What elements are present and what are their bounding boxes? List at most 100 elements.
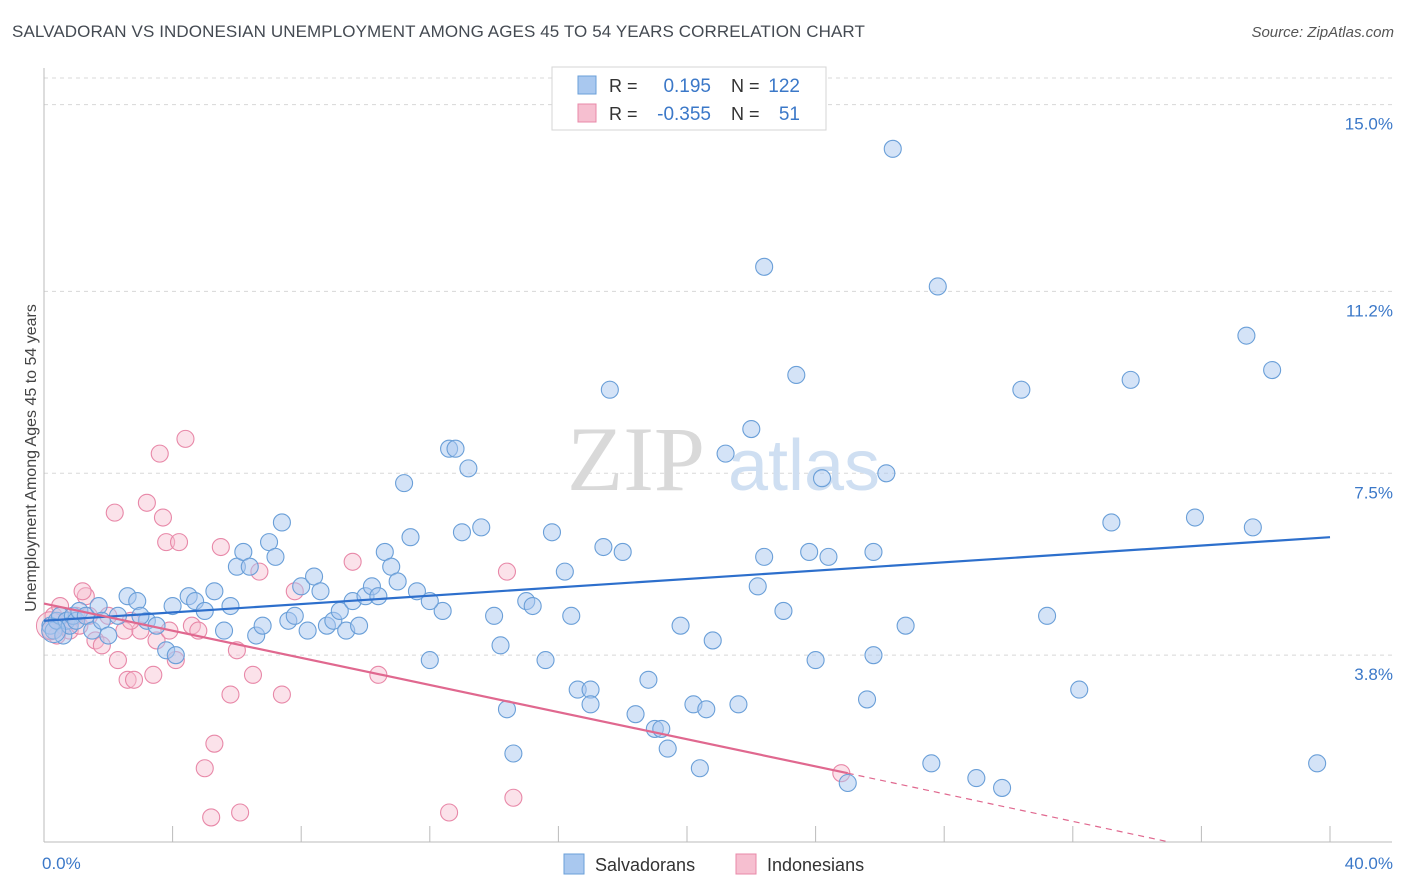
salvadorans-point <box>716 444 735 463</box>
salvadorans-point <box>298 621 317 640</box>
salvadorans-point <box>1070 680 1089 699</box>
indonesians-point <box>157 533 176 552</box>
x-tick-label: 0.0% <box>42 854 81 873</box>
legend-swatch-indonesians <box>577 103 597 123</box>
salvadorans-point <box>819 547 838 566</box>
indonesians-point <box>144 665 163 684</box>
salvadorans-point <box>542 523 562 542</box>
watermark-zip: ZIP <box>567 408 705 510</box>
indonesians-point <box>176 429 195 448</box>
y-tick-label: 7.5% <box>1354 483 1393 502</box>
salvadorans-point <box>896 616 915 635</box>
salvadorans-point <box>459 459 478 478</box>
salvadorans-point <box>253 616 272 635</box>
salvadorans-point <box>594 537 613 557</box>
salvadorans-point <box>491 636 510 655</box>
legend-n-value: 51 <box>779 104 800 125</box>
salvadorans-point <box>536 651 555 670</box>
indonesians-point <box>150 444 169 463</box>
salvadorans-point <box>600 380 619 399</box>
salvadorans-point <box>89 596 108 616</box>
watermark-atlas: atlas <box>728 426 880 506</box>
y-tick-label: 3.8% <box>1354 665 1393 684</box>
salvadorans-point <box>581 695 600 714</box>
bottom-legend-swatch-indonesians <box>735 853 757 875</box>
indonesians-point <box>205 734 224 753</box>
salvadorans-point <box>864 542 883 561</box>
indonesians-point <box>221 685 240 704</box>
indonesians-point <box>211 537 230 557</box>
salvadorans-point <box>877 464 896 483</box>
indonesians-point <box>440 803 459 822</box>
salvadorans-point <box>1121 370 1140 389</box>
salvadorans-point <box>240 557 259 576</box>
salvadorans-point <box>993 778 1012 797</box>
indonesians-point <box>343 552 362 571</box>
correlation-legend: R = 0.195 N = 122 R = -0.355 N = 51 <box>551 66 827 131</box>
salvadorans-point <box>690 759 709 778</box>
salvadorans-point <box>485 606 504 625</box>
chart-title: SALVADORAN VS INDONESIAN UNEMPLOYMENT AM… <box>12 22 865 41</box>
salvadorans-point <box>755 547 774 566</box>
salvadorans-point <box>285 606 304 625</box>
legend-n-label: N = <box>731 76 760 96</box>
bottom-legend-label-indonesians: Indonesians <box>767 855 864 875</box>
salvadorans-point <box>395 474 414 493</box>
salvadorans-point <box>703 631 722 650</box>
legend-r-label: R = <box>609 76 638 96</box>
salvadorans-point <box>128 592 147 611</box>
salvadorans-point <box>292 577 311 596</box>
salvadorans-point <box>1308 754 1327 773</box>
legend-box <box>551 66 827 131</box>
salvadorans-point <box>755 257 774 276</box>
indonesians-point <box>108 651 127 670</box>
source-label: Source: ZipAtlas.com <box>1251 24 1394 41</box>
salvadorans-point <box>99 626 118 645</box>
salvadorans-point <box>864 646 883 665</box>
salvadorans-point <box>401 528 420 547</box>
salvadorans-point <box>472 518 491 537</box>
salvadorans-point <box>350 616 369 635</box>
salvadorans-point <box>1038 606 1057 625</box>
series-legend: Salvadorans Indonesians <box>563 853 864 875</box>
salvadorans-point <box>562 606 581 625</box>
legend-r-label: R = <box>609 104 638 124</box>
legend-swatch-salvadorans <box>577 75 597 95</box>
salvadorans-point <box>922 754 941 773</box>
salvadorans-point <box>626 705 645 724</box>
salvadorans-point <box>613 542 632 561</box>
salvadorans-point <box>742 419 761 439</box>
bottom-legend-label-salvadorans: Salvadorans <box>595 855 695 875</box>
salvadorans-point <box>433 601 452 620</box>
indonesians-point <box>137 493 156 512</box>
salvadorans-point <box>420 651 439 670</box>
salvadorans-point <box>555 562 574 581</box>
salvadorans-point <box>838 773 857 793</box>
x-tick-labels: 0.0% 40.0% <box>42 854 1393 873</box>
x-tick-label: 40.0% <box>1345 854 1393 873</box>
salvadorans-point <box>857 690 877 709</box>
salvadorans-point <box>369 587 388 606</box>
salvadorans-point <box>1263 361 1282 380</box>
legend-n-label: N = <box>731 104 760 124</box>
salvadorans-point <box>523 596 542 616</box>
indonesians-point <box>73 582 92 601</box>
salvadorans-trend-line <box>43 536 1331 622</box>
indonesians-point <box>231 803 250 822</box>
salvadorans-point <box>446 439 465 458</box>
indonesians-point <box>497 562 517 581</box>
indonesians-point <box>243 665 263 684</box>
salvadorans-point <box>800 542 819 561</box>
salvadorans-point <box>272 513 291 532</box>
salvadorans-point <box>221 596 240 616</box>
salvadorans-point <box>388 572 407 591</box>
axes <box>43 68 1392 843</box>
salvadorans-point <box>671 616 690 635</box>
salvadorans-point <box>883 139 902 158</box>
salvadorans-point <box>697 700 716 719</box>
salvadorans-point <box>1012 380 1031 399</box>
watermark: ZIP atlas <box>567 408 880 510</box>
legend-n-value: 122 <box>768 76 800 97</box>
salvadorans-point <box>266 547 285 566</box>
salvadorans-point <box>967 769 986 788</box>
